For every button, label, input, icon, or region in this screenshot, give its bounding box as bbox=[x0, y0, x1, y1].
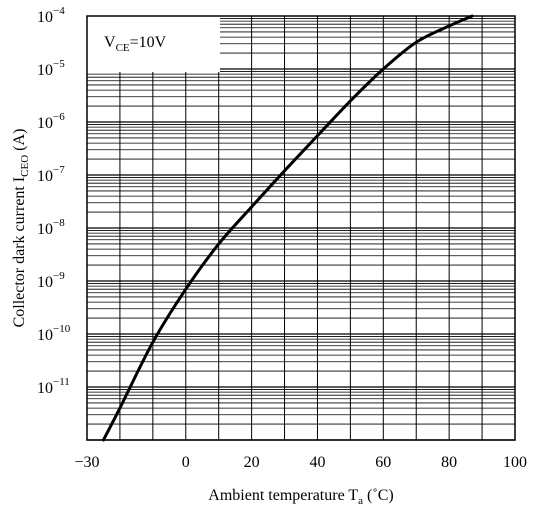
x-tick-label: 0 bbox=[182, 454, 190, 471]
x-tick-label: 20 bbox=[244, 454, 260, 471]
annotation-box bbox=[87, 16, 220, 72]
x-tick-label: 80 bbox=[441, 454, 457, 471]
x-tick-label: 40 bbox=[309, 454, 325, 471]
x-tick-label: −30 bbox=[74, 454, 99, 471]
grid bbox=[86, 16, 516, 441]
y-tick-label: 10−4 bbox=[37, 5, 65, 26]
y-tick-label: 10−7 bbox=[37, 164, 65, 185]
y-tick-label: 10−9 bbox=[37, 270, 65, 291]
y-tick-label: 10−11 bbox=[37, 376, 70, 397]
y-tick-labels: 10−11 10−10 10−9 10−8 10−7 10−6 10−5 10−4 bbox=[37, 5, 71, 397]
y-axis-label: Collector dark current ICEO (A) bbox=[11, 129, 31, 328]
x-tick-labels: −30 0 20 40 60 80 100 bbox=[74, 454, 527, 471]
series-line bbox=[101, 14, 474, 442]
plot-frame bbox=[86, 15, 516, 441]
curve-layer bbox=[101, 14, 474, 442]
y-tick-label: 10−10 bbox=[37, 323, 71, 344]
x-tick-label: 100 bbox=[503, 454, 527, 471]
y-tick-label: 10−8 bbox=[37, 217, 65, 238]
x-axis-label: Ambient temperature Ta (˚C) bbox=[208, 487, 393, 507]
y-tick-label: 10−5 bbox=[37, 58, 65, 79]
y-tick-label: 10−6 bbox=[37, 111, 65, 132]
x-tick-label: 60 bbox=[375, 454, 391, 471]
annotation: VCE=10V bbox=[104, 34, 167, 54]
